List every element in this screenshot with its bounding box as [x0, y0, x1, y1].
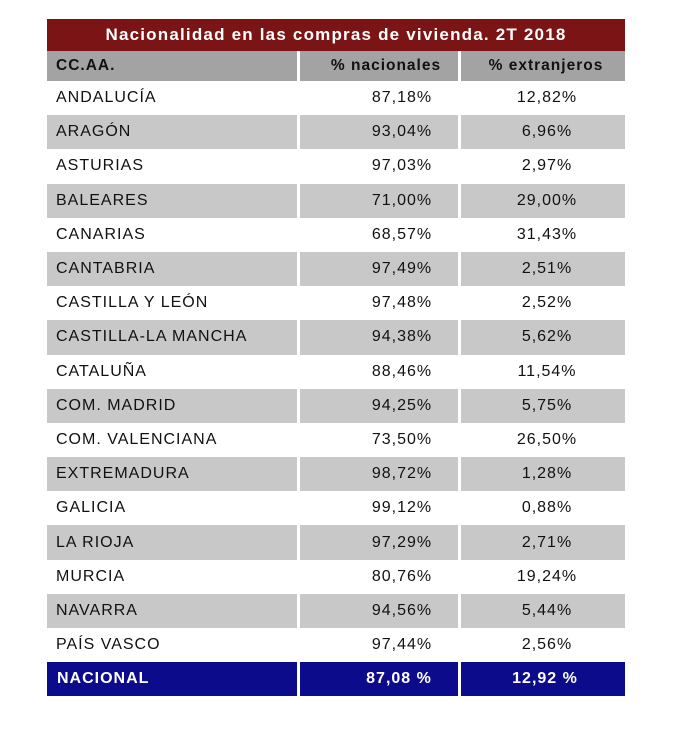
- table-row: CANARIAS 68,57% 31,43%: [47, 218, 625, 252]
- table-row: ARAGÓN 93,04% 6,96%: [47, 115, 625, 150]
- cell-nacionales: 98,72%: [300, 457, 458, 492]
- table-row: CANTABRIA 97,49% 2,51%: [47, 251, 625, 287]
- table-row: LA RIOJA 97,29% 2,71%: [47, 525, 625, 560]
- table-header-row: CC.AA. % nacionales % extranjeros: [47, 51, 625, 81]
- table-row: CASTILLA Y LEÓN 97,48% 2,52%: [47, 286, 625, 320]
- cell-region: CANTABRIA: [47, 251, 297, 287]
- cell-region: EXTREMADURA: [47, 457, 297, 492]
- cell-nacionales: 97,03%: [371, 157, 433, 175]
- cell-extranjeros: 5,62%: [461, 320, 625, 355]
- cell-extranjeros: 19,24%: [516, 567, 578, 585]
- cell-nacionales: 94,25%: [300, 388, 458, 423]
- cell-extranjeros: 31,43%: [516, 225, 578, 243]
- table-row: ANDALUCÍA 87,18% 12,82%: [47, 81, 625, 115]
- cell-region: COM. MADRID: [47, 388, 297, 423]
- cell-region: PAÍS VASCO: [56, 636, 161, 654]
- cell-region: NAVARRA: [47, 593, 297, 628]
- cell-extranjeros: 6,96%: [461, 115, 625, 150]
- total-extranjeros: 12,92 %: [461, 662, 625, 697]
- cell-region: BALEARES: [47, 183, 297, 218]
- table-row: ASTURIAS 97,03% 2,97%: [47, 149, 625, 183]
- table-row: CATALUÑA 88,46% 11,54%: [47, 355, 625, 389]
- cell-region: CANARIAS: [56, 225, 146, 243]
- cell-region: LA RIOJA: [47, 525, 297, 560]
- cell-nacionales: 68,57%: [371, 225, 433, 243]
- cell-region: CASTILLA-LA MANCHA: [47, 320, 297, 355]
- cell-nacionales: 97,44%: [371, 636, 433, 654]
- cell-region: CASTILLA Y LEÓN: [56, 294, 209, 312]
- cell-nacionales: 71,00%: [300, 183, 458, 218]
- cell-region: CATALUÑA: [56, 362, 147, 380]
- table-total-row: NACIONAL 87,08 % 12,92 %: [47, 662, 625, 697]
- cell-extranjeros: 2,56%: [521, 636, 573, 654]
- table-row: PAÍS VASCO 97,44% 2,56%: [47, 628, 625, 662]
- table-row: COM. MADRID 94,25% 5,75%: [47, 388, 625, 423]
- header-extranjeros: % extranjeros: [461, 51, 625, 81]
- table-row: MURCIA 80,76% 19,24%: [47, 560, 625, 594]
- cell-extranjeros: 2,51%: [461, 251, 625, 287]
- cell-nacionales: 94,56%: [300, 593, 458, 628]
- cell-extranjeros: 12,82%: [516, 89, 578, 107]
- cell-extranjeros: 29,00%: [461, 183, 625, 218]
- table-row: NAVARRA 94,56% 5,44%: [47, 593, 625, 628]
- cell-extranjeros: 26,50%: [516, 430, 578, 448]
- cell-extranjeros: 2,71%: [461, 525, 625, 560]
- table-title: Nacionalidad en las compras de vivienda.…: [47, 19, 625, 51]
- cell-nacionales: 93,04%: [300, 115, 458, 150]
- table-row: BALEARES 71,00% 29,00%: [47, 183, 625, 218]
- cell-nacionales: 80,76%: [371, 567, 433, 585]
- data-table: Nacionalidad en las compras de vivienda.…: [47, 19, 625, 697]
- cell-extranjeros: 5,44%: [461, 593, 625, 628]
- cell-extranjeros: 2,52%: [521, 294, 573, 312]
- cell-nacionales: 97,49%: [300, 251, 458, 287]
- header-region: CC.AA.: [47, 51, 297, 81]
- header-nacionales: % nacionales: [300, 51, 458, 81]
- cell-extranjeros: 11,54%: [517, 362, 577, 380]
- cell-region: GALICIA: [56, 499, 127, 517]
- cell-nacionales: 73,50%: [371, 430, 433, 448]
- table-row: CASTILLA-LA MANCHA 94,38% 5,62%: [47, 320, 625, 355]
- cell-extranjeros: 2,97%: [521, 157, 573, 175]
- cell-region: ARAGÓN: [47, 115, 297, 150]
- table-body: ANDALUCÍA 87,18% 12,82% ARAGÓN 93,04% 6,96% AS…: [47, 81, 625, 662]
- cell-nacionales: 97,29%: [300, 525, 458, 560]
- table-row: COM. VALENCIANA 73,50% 26,50%: [47, 423, 625, 457]
- cell-extranjeros: 0,88%: [521, 499, 573, 517]
- total-region: NACIONAL: [47, 662, 297, 697]
- cell-nacionales: 99,12%: [371, 499, 433, 517]
- total-nacionales: 87,08 %: [300, 662, 458, 697]
- cell-region: COM. VALENCIANA: [56, 430, 218, 448]
- table-row: GALICIA 99,12% 0,88%: [47, 491, 625, 525]
- table-row: EXTREMADURA 98,72% 1,28%: [47, 457, 625, 492]
- cell-nacionales: 97,48%: [371, 294, 433, 312]
- cell-region: ASTURIAS: [56, 157, 145, 175]
- cell-nacionales: 94,38%: [300, 320, 458, 355]
- cell-nacionales: 87,18%: [371, 89, 433, 107]
- cell-region: ANDALUCÍA: [56, 89, 157, 107]
- cell-nacionales: 88,46%: [371, 362, 433, 380]
- cell-extranjeros: 1,28%: [461, 457, 625, 492]
- cell-region: MURCIA: [56, 567, 126, 585]
- cell-extranjeros: 5,75%: [461, 388, 625, 423]
